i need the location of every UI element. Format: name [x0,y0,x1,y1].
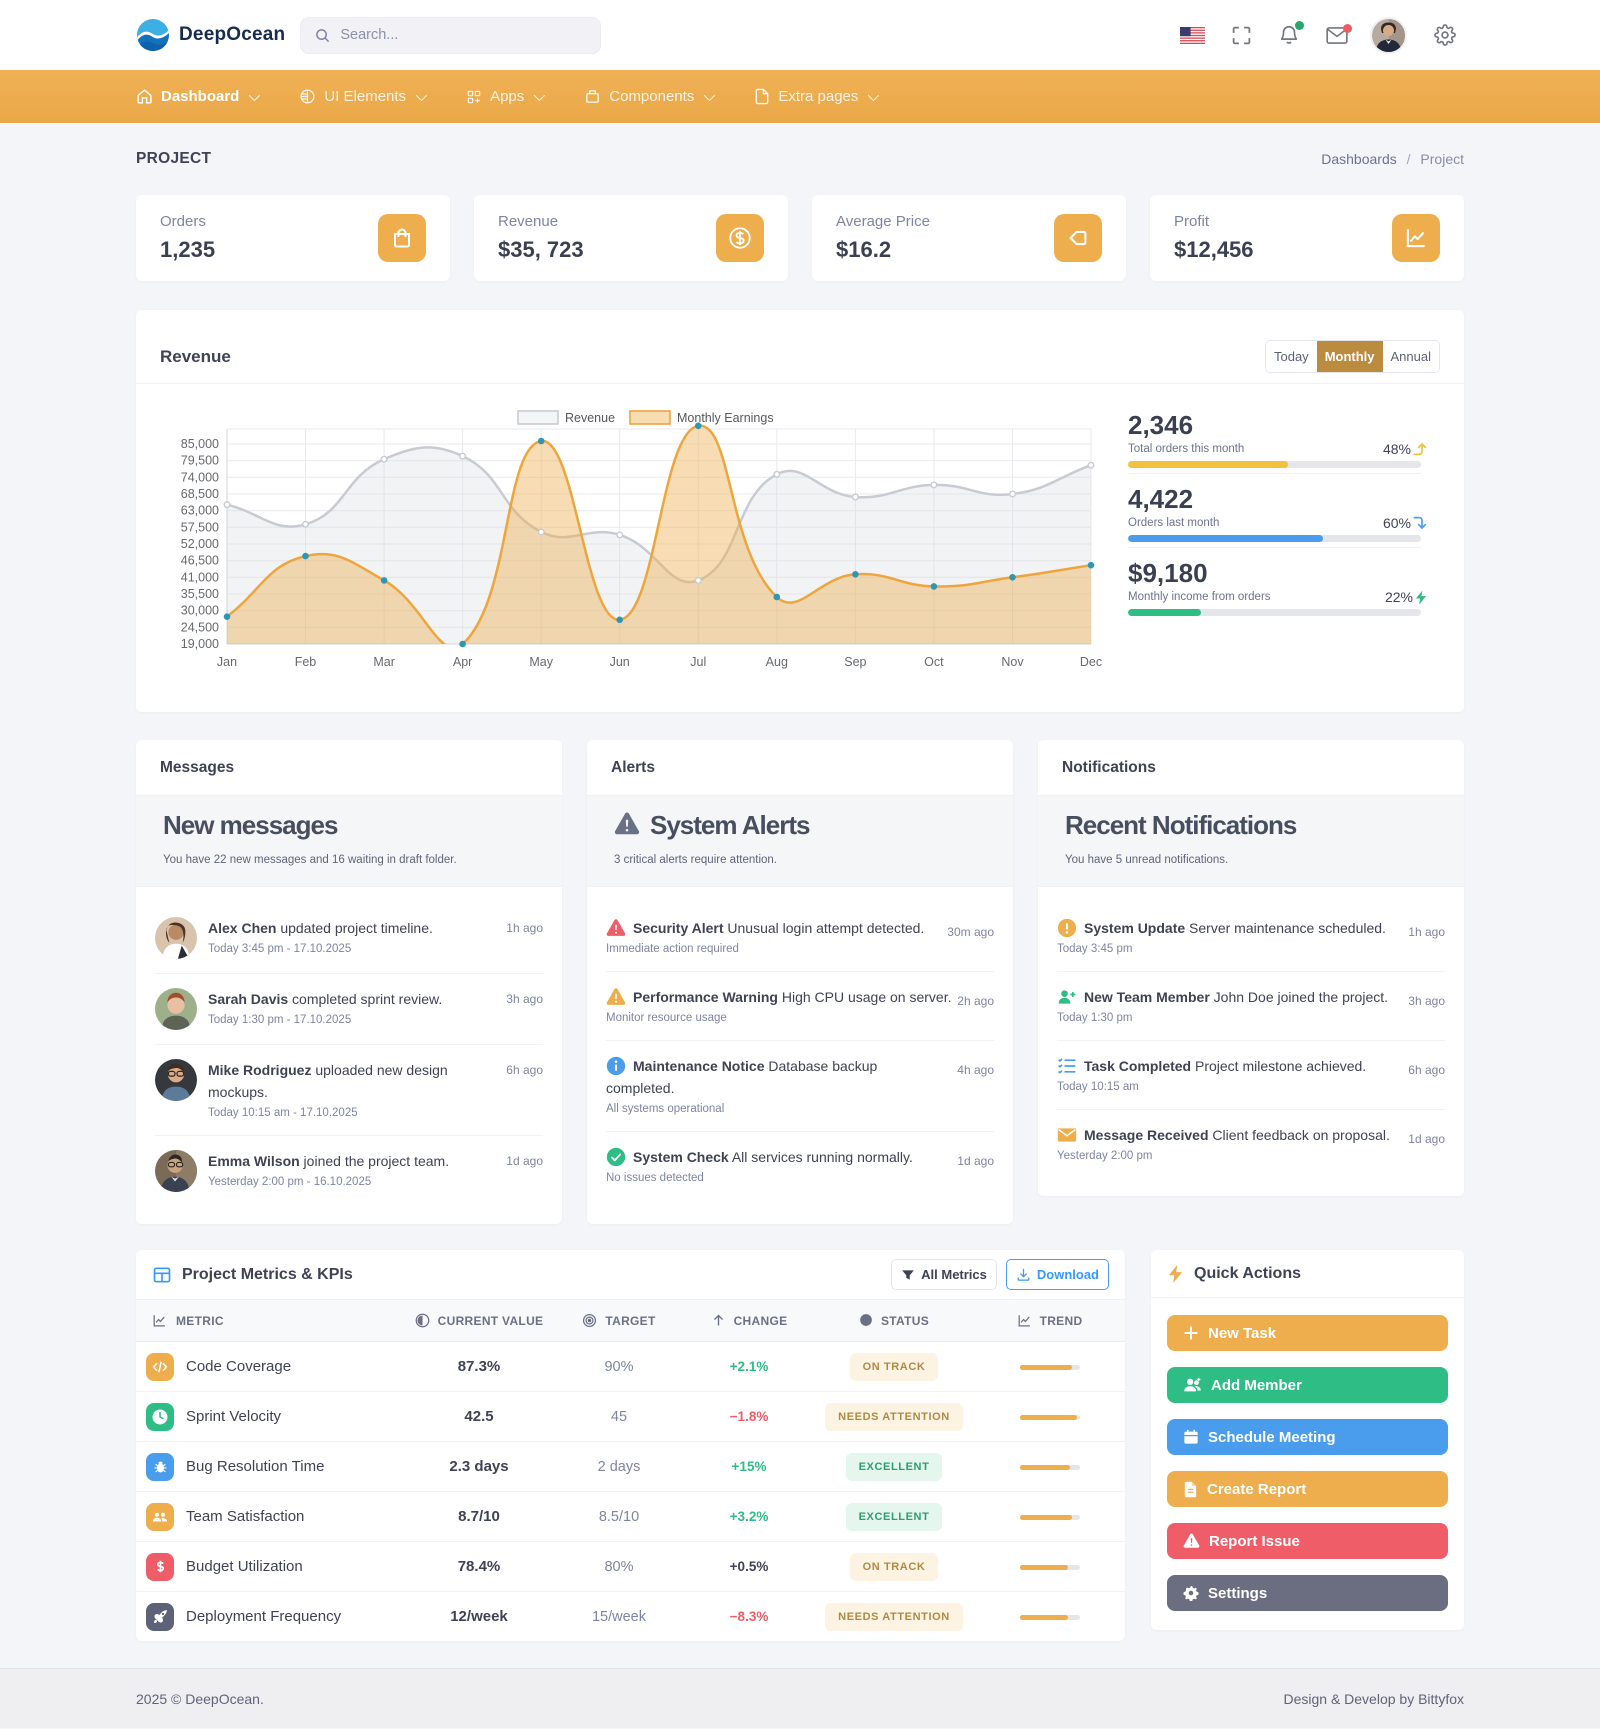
svg-text:46,500: 46,500 [181,554,219,568]
svg-text:Jun: Jun [610,655,630,669]
svg-text:68,500: 68,500 [181,487,219,501]
svg-text:74,000: 74,000 [181,470,219,484]
svg-text:May: May [529,655,553,669]
svg-text:Monthly Earnings: Monthly Earnings [677,411,774,425]
svg-text:Jul: Jul [690,655,706,669]
svg-text:24,500: 24,500 [181,620,219,634]
svg-text:79,500: 79,500 [181,454,219,468]
svg-text:35,500: 35,500 [181,587,219,601]
svg-text:Oct: Oct [924,655,944,669]
svg-text:41,000: 41,000 [181,570,219,584]
svg-text:Revenue: Revenue [565,411,615,425]
svg-text:30,000: 30,000 [181,604,219,618]
svg-text:85,000: 85,000 [181,437,219,451]
svg-text:Mar: Mar [373,655,395,669]
svg-text:Feb: Feb [295,655,317,669]
svg-text:Aug: Aug [766,655,788,669]
svg-text:Nov: Nov [1001,655,1024,669]
svg-text:63,000: 63,000 [181,504,219,518]
svg-text:Apr: Apr [453,655,472,669]
svg-text:19,000: 19,000 [181,637,219,651]
svg-text:Jan: Jan [217,655,237,669]
svg-text:57,500: 57,500 [181,520,219,534]
svg-text:Dec: Dec [1080,655,1102,669]
svg-text:Sep: Sep [844,655,866,669]
svg-text:52,000: 52,000 [181,537,219,551]
